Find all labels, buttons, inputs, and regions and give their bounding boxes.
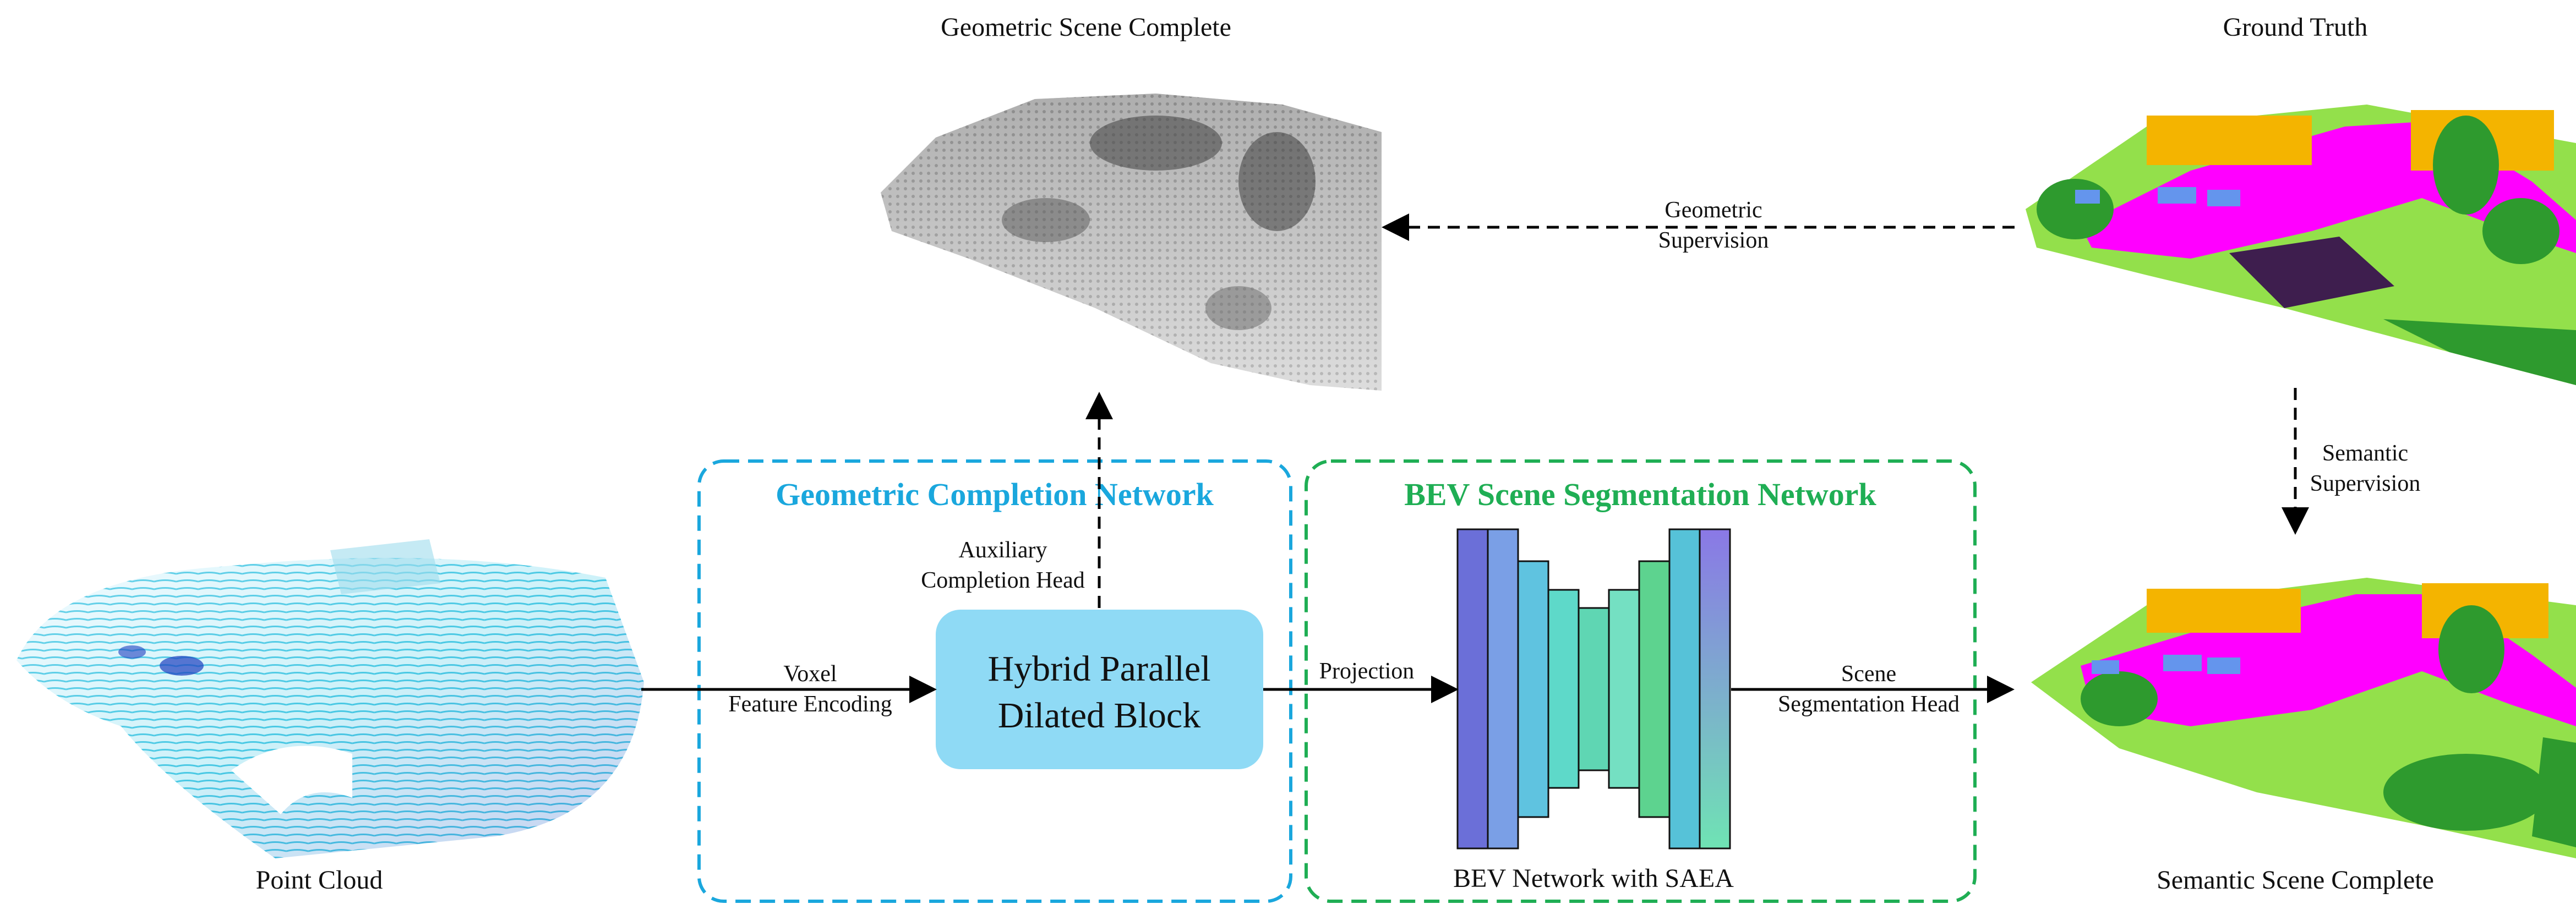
hybrid-block-line1: Hybrid Parallel [987, 649, 1210, 689]
bev-layer [1578, 607, 1610, 771]
scene-head-label-line1: Scene [1841, 661, 1896, 687]
voxel-label-line1: Voxel [783, 661, 837, 687]
bev-layer [1608, 589, 1640, 789]
bev-layer [1517, 560, 1549, 818]
semantic-scene-label: Semantic Scene Complete [2157, 865, 2434, 895]
aux-label-line2: Completion Head [921, 568, 1084, 593]
bev-segmentation-network-box [1305, 459, 1977, 903]
bev-layer [1699, 528, 1731, 850]
sem-sup-label-line1: Semantic [2322, 441, 2408, 466]
geo-sup-label-line1: Geometric [1664, 198, 1762, 223]
semantic-scene-image [2031, 578, 2576, 858]
hybrid-parallel-dilated-block [936, 610, 1263, 769]
bev-network-stack [1456, 528, 1731, 850]
geometric-scene-label: Geometric Scene Complete [941, 13, 1231, 42]
bev-layer [1668, 528, 1701, 850]
hybrid-block-line2: Dilated Block [998, 695, 1200, 736]
bev-layer [1547, 589, 1580, 789]
ground-truth-image [2026, 105, 2576, 385]
ground-truth-label: Ground Truth [2223, 13, 2368, 42]
voxel-label-line2: Feature Encoding [728, 692, 892, 717]
bev-layer [1638, 560, 1671, 818]
point-cloud-label: Point Cloud [256, 865, 383, 895]
point-cloud-image [17, 539, 644, 858]
aux-label-line1: Auxiliary [959, 538, 1047, 563]
bev-layer [1487, 528, 1519, 850]
gcn-title: Geometric Completion Network [776, 476, 1214, 512]
geometric-completion-network-box [697, 459, 1292, 903]
geo-sup-label-line2: Supervision [1658, 228, 1769, 253]
sem-sup-label-line2: Supervision [2310, 471, 2421, 496]
bev-layer [1456, 528, 1489, 850]
projection-label: Projection [1319, 659, 1415, 684]
bev-network-saea-label: BEV Network with SAEA [1453, 864, 1734, 893]
geometric-scene-image [881, 94, 1382, 391]
bev-title: BEV Scene Segmentation Network [1404, 476, 1876, 512]
scene-head-label-line2: Segmentation Head [1778, 692, 1960, 717]
